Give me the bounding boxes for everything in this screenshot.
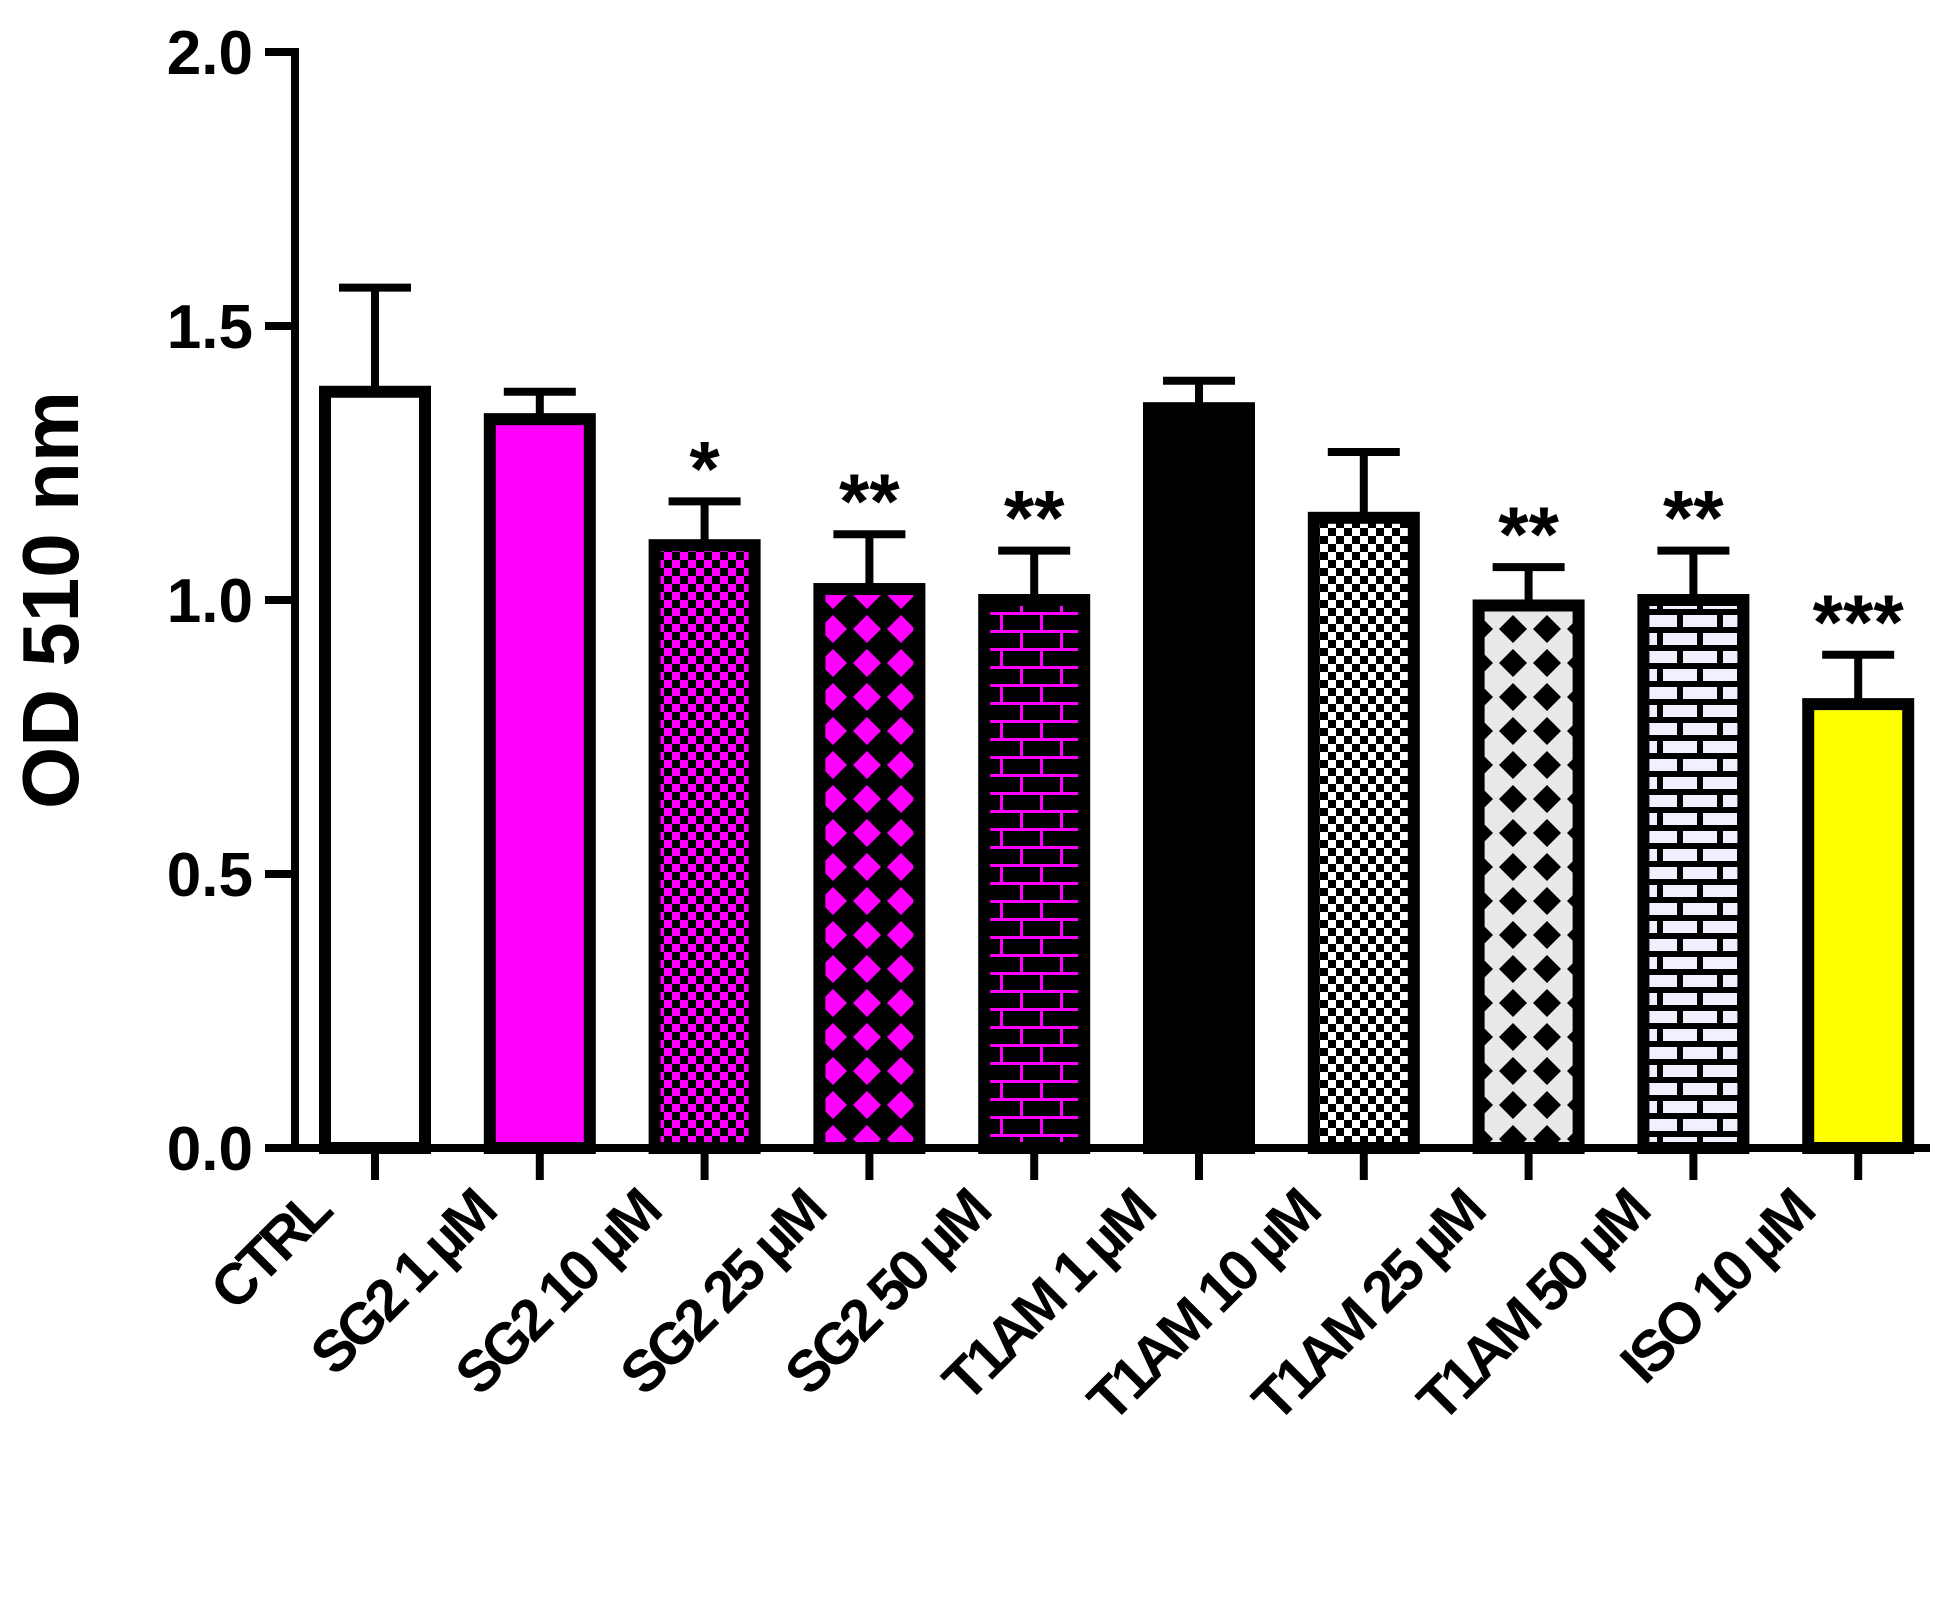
significance-label: * (689, 424, 720, 512)
bar (483, 413, 596, 1155)
bar (1472, 599, 1585, 1154)
significance-label: ** (1004, 474, 1065, 562)
y-tick-label: 1.5 (167, 293, 253, 362)
bar (1637, 594, 1750, 1154)
bar (648, 539, 761, 1154)
y-tick-label: 0.5 (167, 841, 253, 910)
bar (813, 583, 926, 1154)
bar (978, 594, 1091, 1154)
bar (319, 385, 431, 1154)
bar (1143, 402, 1255, 1154)
y-tick-label: 0.0 (167, 1115, 253, 1184)
x-category-label: CTRL (198, 1176, 344, 1322)
y-tick-label: 1.0 (167, 567, 253, 636)
significance-label: *** (1813, 578, 1905, 666)
significance-label: ** (1498, 490, 1559, 578)
bar (1802, 698, 1915, 1154)
significance-label: ** (1663, 474, 1724, 562)
y-axis-title: OD 510 nm (6, 391, 95, 809)
y-tick-label: 2.0 (167, 19, 253, 88)
bar (1307, 511, 1420, 1154)
significance-label: ** (839, 457, 900, 545)
